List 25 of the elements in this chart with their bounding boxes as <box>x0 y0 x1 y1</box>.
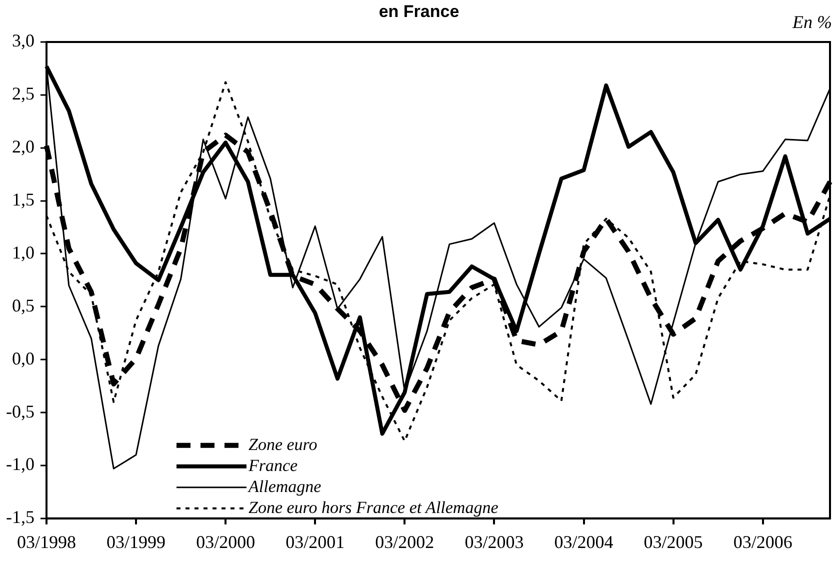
y-tick-label: -0,5 <box>6 401 34 422</box>
x-tick-label: 03/2002 <box>375 532 434 552</box>
text: En % <box>792 12 832 33</box>
y-tick-label: 2,5 <box>12 84 34 104</box>
legend-label: France <box>247 456 298 475</box>
y-tick-label: 3,0 <box>12 30 34 51</box>
y-tick-label: 1,0 <box>12 242 34 262</box>
y-tick-label: 2,0 <box>12 136 34 157</box>
chart-title: en France <box>378 2 460 21</box>
legend-label: Allemagne <box>247 476 322 496</box>
x-tick-label: 03/1999 <box>106 532 166 552</box>
y-tick-label: 0,0 <box>12 348 34 368</box>
x-tick-label: 03/2005 <box>644 532 703 552</box>
x-tick-label: 03/2000 <box>196 532 256 552</box>
legend-label: Zone euro <box>248 434 318 454</box>
x-tick-label: 03/2001 <box>286 532 345 552</box>
y-tick-label: 1,5 <box>12 190 34 210</box>
y-tick-label: 0,5 <box>12 295 34 316</box>
x-tick-label: 03/2006 <box>733 532 792 552</box>
x-tick-label: 03/2003 <box>464 532 524 552</box>
legend-label: Zone euro hors France et Allemagne <box>248 498 499 517</box>
y-tick-label: -1,0 <box>6 454 34 474</box>
y-tick-label: -1,5 <box>6 507 34 528</box>
x-tick-label: 03/1998 <box>16 532 76 552</box>
x-tick-label: 03/2004 <box>554 532 614 552</box>
